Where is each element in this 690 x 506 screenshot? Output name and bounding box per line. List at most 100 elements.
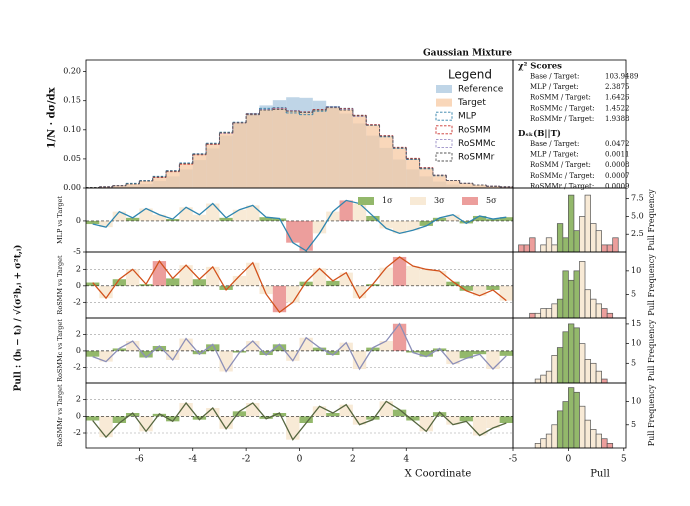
pull-bar xyxy=(99,220,113,228)
legend-label: Target xyxy=(457,98,486,108)
y-tick-label: 5 xyxy=(631,289,636,298)
sigma-swatch xyxy=(358,197,374,205)
hist-bar xyxy=(206,143,220,188)
pull-bar xyxy=(152,261,167,286)
pull-bar xyxy=(312,406,327,417)
pull-bar xyxy=(166,278,180,286)
y-axis-label: RoSMM vs Target xyxy=(56,255,64,315)
pull-bar xyxy=(486,219,500,221)
x-axis-label: X Coordinate xyxy=(405,469,472,480)
legend-label: RoSMMc xyxy=(458,139,496,149)
hist-bar xyxy=(179,163,193,188)
hist-bar xyxy=(352,115,367,188)
freq-bar xyxy=(579,261,586,319)
pull-bar xyxy=(339,272,353,286)
pull-bar xyxy=(499,416,513,423)
score-value: 0.0007 xyxy=(605,172,630,180)
freq-bar xyxy=(595,230,602,253)
pull-bar xyxy=(379,220,393,229)
freq-bar xyxy=(579,405,586,449)
score-label: RoSMMc / Target: xyxy=(530,172,595,180)
pull-bar xyxy=(259,217,273,221)
freq-bar xyxy=(540,244,547,253)
hist-bar xyxy=(406,158,420,188)
hist-bar xyxy=(312,110,327,188)
freq-bar xyxy=(529,237,536,253)
freq-bar xyxy=(545,308,553,319)
freq-bar xyxy=(523,244,530,253)
pull-bar xyxy=(272,344,287,351)
freq-bar xyxy=(551,355,558,384)
score-value: 103.9489 xyxy=(605,73,638,81)
pull-line xyxy=(92,322,507,373)
pull-bar xyxy=(432,412,447,417)
pull-bar xyxy=(246,403,260,417)
sigma-swatch xyxy=(462,197,478,205)
pull-bar xyxy=(446,281,460,286)
pull-bar xyxy=(406,266,420,286)
hist-bar xyxy=(112,185,127,188)
pull-bar xyxy=(232,411,247,417)
hist-bar xyxy=(139,181,153,188)
legend-swatch xyxy=(435,152,453,162)
y-axis-label: RoSMMc vs Target xyxy=(56,319,64,382)
freq-bar xyxy=(573,391,580,449)
y-tick-label: 2 xyxy=(76,264,81,273)
legend-swatch xyxy=(436,98,452,107)
y-axis-label: Pull Frequency xyxy=(647,384,656,446)
freq-bar xyxy=(606,443,614,449)
pull-bar xyxy=(192,350,207,355)
freq-bar xyxy=(590,298,597,319)
y-tick-label: 10 xyxy=(631,339,641,348)
pull-bar xyxy=(219,217,233,221)
pull-bar xyxy=(166,416,180,422)
pull-bar xyxy=(299,220,313,251)
freq-bar xyxy=(551,303,558,319)
x-tick-label: 4 xyxy=(403,455,409,465)
score-label: Base / Target: xyxy=(530,140,579,148)
pull-bar xyxy=(259,285,273,295)
pull-bar xyxy=(419,350,433,357)
hist-bar xyxy=(246,114,260,188)
pull-bar xyxy=(166,219,180,221)
x-tick-label: 0 xyxy=(566,455,572,465)
freq-bar xyxy=(573,327,580,384)
x-tick-label: 5 xyxy=(621,455,627,465)
pull-bar xyxy=(86,416,100,421)
y-tick-label: 15 xyxy=(631,319,641,328)
pull-bar xyxy=(259,416,273,419)
pull-bar xyxy=(459,220,473,224)
y-axis-label: Pull Frequency xyxy=(647,189,656,251)
freq-bar xyxy=(540,308,547,319)
score-value: 1.6426 xyxy=(605,94,630,102)
pull-bar xyxy=(299,416,313,423)
pull-bar xyxy=(126,269,140,286)
legend-title: Legend xyxy=(448,68,492,82)
pull-bar xyxy=(392,220,407,234)
freq-bar xyxy=(595,370,602,384)
freq-bar xyxy=(568,279,575,319)
pull-bar xyxy=(459,285,473,291)
score-label: RoSMM / Target: xyxy=(530,161,591,169)
pull-bar xyxy=(339,404,353,417)
pull-bar xyxy=(219,416,233,429)
y-tick-label: 0.20 xyxy=(63,67,81,76)
pull-bar xyxy=(406,220,420,231)
freq-bar xyxy=(540,438,547,449)
pull-bar xyxy=(286,350,300,361)
pull-bar xyxy=(432,348,447,351)
freq-bar xyxy=(545,433,553,449)
hist-bar xyxy=(299,112,313,188)
freq-bar xyxy=(551,424,558,449)
pull-bar xyxy=(419,269,433,286)
y-tick-label: -2 xyxy=(73,297,81,306)
x-tick-label: -4 xyxy=(188,455,197,465)
y-tick-label: 2 xyxy=(76,395,81,404)
score-label: MLP / Target: xyxy=(530,83,579,91)
freq-bar xyxy=(568,323,575,384)
y-axis-label: Pull Frequency xyxy=(647,319,656,381)
pull-bar xyxy=(126,413,140,417)
pull-bar xyxy=(246,205,260,221)
y-tick-label: 0.05 xyxy=(63,154,81,163)
